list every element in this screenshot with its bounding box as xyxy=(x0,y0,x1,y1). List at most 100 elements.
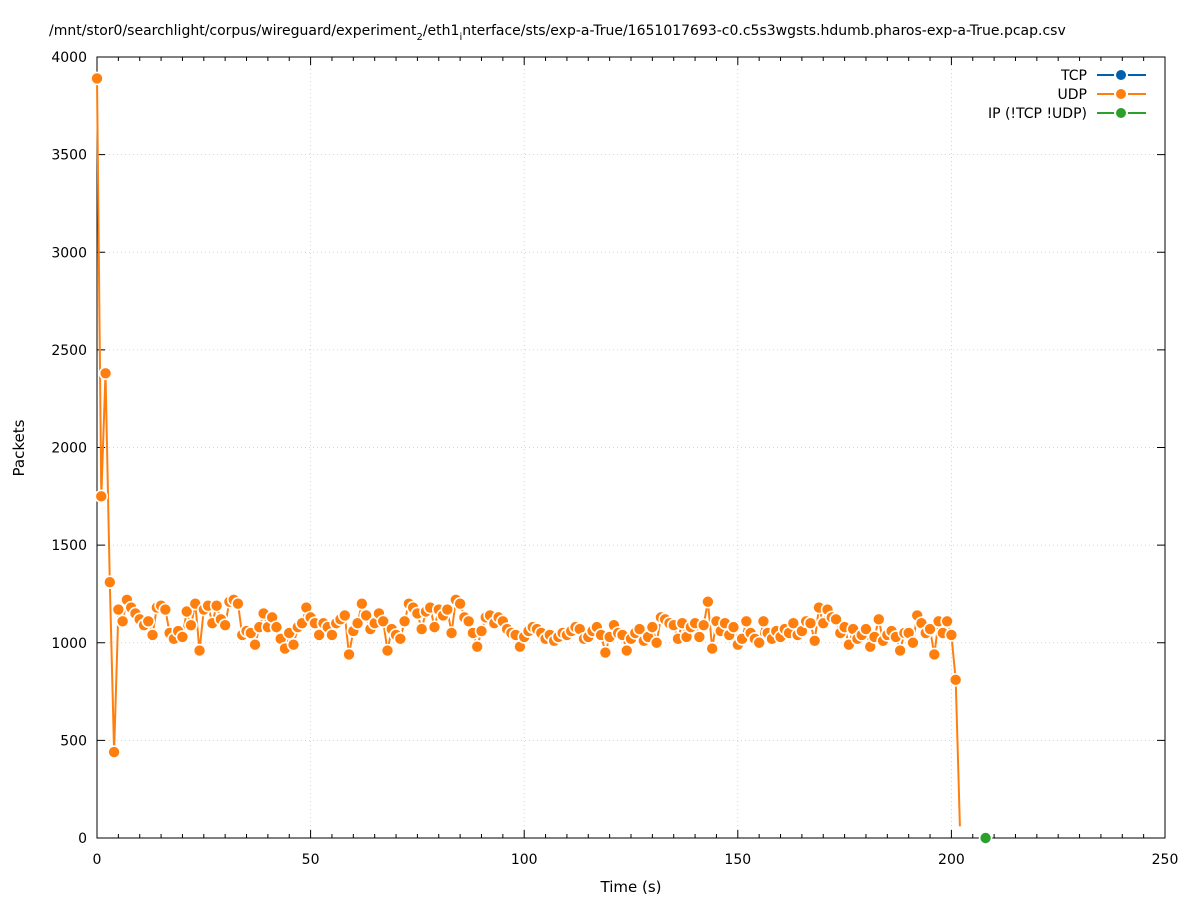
y-tick-label: 2500 xyxy=(51,343,87,359)
data-point xyxy=(701,594,715,609)
legend-label: TCP xyxy=(1060,68,1087,84)
data-point xyxy=(312,628,326,642)
y-tick-label: 3000 xyxy=(51,245,87,261)
data-point xyxy=(739,614,754,629)
series-points xyxy=(90,71,993,845)
data-point xyxy=(397,614,412,629)
legend-swatch-marker xyxy=(1114,87,1128,101)
legend: TCP UDP IP (!TCP !UDP) xyxy=(988,68,1146,122)
y-tick-label: 2000 xyxy=(51,441,87,457)
data-point xyxy=(414,622,429,636)
data-point xyxy=(807,633,822,648)
data-point xyxy=(269,620,284,634)
x-tick-label: 50 xyxy=(302,852,320,868)
data-point xyxy=(440,602,455,617)
data-point xyxy=(175,630,190,644)
chart-title-tail: nterface/sts/exp-a-True/1651017693-c0.c5… xyxy=(462,23,1066,39)
y-axis-label: Packets xyxy=(10,419,28,476)
data-point xyxy=(906,635,920,650)
y-tick-label: 3500 xyxy=(51,148,87,164)
data-point xyxy=(350,616,365,631)
data-point xyxy=(632,622,647,636)
data-point xyxy=(598,645,613,660)
data-point xyxy=(649,635,664,650)
data-point xyxy=(786,616,801,631)
x-axis-label: Time (s) xyxy=(600,878,662,896)
data-point xyxy=(927,647,942,662)
y-tick-labels: 0 500 1000 1500 2000 2500 3000 3500 4000 xyxy=(51,50,87,847)
legend-swatch-marker xyxy=(1114,68,1128,82)
data-point xyxy=(380,643,395,658)
data-point xyxy=(192,643,207,658)
data-point xyxy=(645,620,660,634)
y-tick-label: 1000 xyxy=(51,636,87,652)
data-point xyxy=(184,618,198,632)
x-tick-label: 200 xyxy=(938,852,965,868)
data-point xyxy=(115,614,130,629)
data-point xyxy=(948,673,963,687)
data-point xyxy=(696,618,711,632)
data-point xyxy=(427,620,442,634)
data-point xyxy=(944,628,959,642)
data-point xyxy=(940,614,954,629)
data-point xyxy=(98,366,113,381)
data-point xyxy=(359,608,373,623)
data-point xyxy=(453,596,467,611)
data-point xyxy=(461,614,476,629)
data-point xyxy=(145,628,160,642)
data-point xyxy=(94,489,109,504)
y-tick-label: 1500 xyxy=(51,538,87,554)
data-point xyxy=(90,71,104,86)
data-point xyxy=(726,620,741,634)
data-point xyxy=(393,632,408,646)
data-point xyxy=(325,628,339,642)
data-point xyxy=(248,637,262,652)
data-point xyxy=(355,596,369,611)
legend-swatch-marker xyxy=(1114,106,1128,120)
data-point xyxy=(752,635,766,650)
chart-title-main: /mnt/stor0/searchlight/corpus/wireguard/… xyxy=(49,23,417,39)
data-point xyxy=(342,647,356,662)
data-point xyxy=(111,602,126,617)
data-point xyxy=(141,614,156,629)
data-point xyxy=(470,639,485,654)
data-point xyxy=(444,626,459,640)
axis-ticks xyxy=(96,56,1166,839)
x-tick-label: 150 xyxy=(724,852,751,868)
chart-title: /mnt/stor0/searchlight/corpus/wireguard/… xyxy=(49,23,1066,43)
data-point xyxy=(103,575,117,590)
chart-title-mid: /eth1 xyxy=(423,23,460,39)
data-point xyxy=(231,596,245,611)
data-point xyxy=(978,831,993,845)
data-point xyxy=(923,622,937,636)
data-point xyxy=(337,608,352,623)
data-point xyxy=(803,616,818,631)
data-point xyxy=(158,602,173,617)
y-tick-label: 4000 xyxy=(51,50,87,66)
data-point xyxy=(893,643,907,658)
x-tick-labels: 0 50 100 150 200 250 xyxy=(93,852,1179,868)
data-point xyxy=(692,630,707,644)
data-point xyxy=(286,637,301,652)
data-point xyxy=(619,643,634,658)
y-tick-label: 500 xyxy=(60,733,87,749)
x-tick-label: 0 xyxy=(93,852,102,868)
data-point xyxy=(179,604,194,619)
legend-label: UDP xyxy=(1058,87,1087,103)
data-point xyxy=(209,598,224,613)
legend-label: IP (!TCP !UDP) xyxy=(988,106,1087,122)
x-tick-label: 250 xyxy=(1152,852,1179,868)
data-point xyxy=(218,618,232,632)
data-point xyxy=(376,614,391,629)
data-point xyxy=(705,641,719,656)
data-point xyxy=(829,612,843,627)
data-point xyxy=(756,614,771,629)
chart-title-sub2: i xyxy=(459,32,462,43)
data-point xyxy=(107,745,121,759)
chart-title-sub1: 2 xyxy=(416,32,422,43)
data-point xyxy=(871,612,886,627)
x-tick-label: 100 xyxy=(511,852,538,868)
data-point xyxy=(859,622,873,636)
